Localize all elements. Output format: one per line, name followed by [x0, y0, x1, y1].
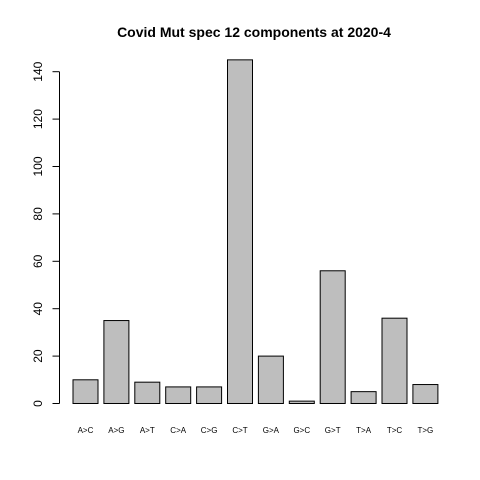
- bar: [319, 270, 346, 404]
- y-tick-label: 40: [31, 302, 45, 316]
- y-tick-label: 0: [31, 400, 45, 407]
- bar: [103, 320, 130, 404]
- x-tick-label: G>A: [263, 426, 280, 435]
- y-tick-label: 100: [31, 156, 45, 176]
- x-tick-label: T>G: [418, 426, 434, 435]
- bar: [288, 400, 315, 405]
- x-tick-label: C>T: [232, 426, 247, 435]
- y-tick-label: 120: [31, 109, 45, 129]
- chart-title: Covid Mut spec 12 components at 2020-4: [117, 24, 391, 40]
- bar: [350, 391, 377, 404]
- x-tick-label: A>C: [78, 426, 94, 435]
- bar: [165, 386, 192, 405]
- bar: [134, 381, 161, 405]
- bar: [412, 384, 439, 405]
- x-tick-label: G>C: [293, 426, 310, 435]
- y-tick-label: 20: [31, 349, 45, 363]
- x-axis-labels: A>C A>G A>T C>A C>G C>T G>A G>C G>T T>A T>C T>G: [78, 426, 434, 435]
- bar: [227, 59, 253, 404]
- y-axis: 0 20 40 60 80 100 120 140: [31, 61, 60, 407]
- x-tick-label: C>G: [201, 426, 218, 435]
- bar: [72, 379, 99, 404]
- bar: [381, 317, 408, 404]
- y-tick-label: 140: [31, 61, 45, 81]
- y-tick-label: 80: [31, 207, 45, 221]
- x-tick-label: T>C: [387, 426, 403, 435]
- x-tick-label: G>T: [325, 426, 341, 435]
- x-tick-label: A>T: [140, 426, 155, 435]
- y-tick-label: 60: [31, 254, 45, 268]
- bar: [196, 386, 223, 405]
- x-tick-label: T>A: [356, 426, 372, 435]
- bar: [257, 355, 284, 405]
- bars-group: [72, 59, 439, 405]
- x-tick-label: A>G: [108, 426, 124, 435]
- x-tick-label: C>A: [170, 426, 186, 435]
